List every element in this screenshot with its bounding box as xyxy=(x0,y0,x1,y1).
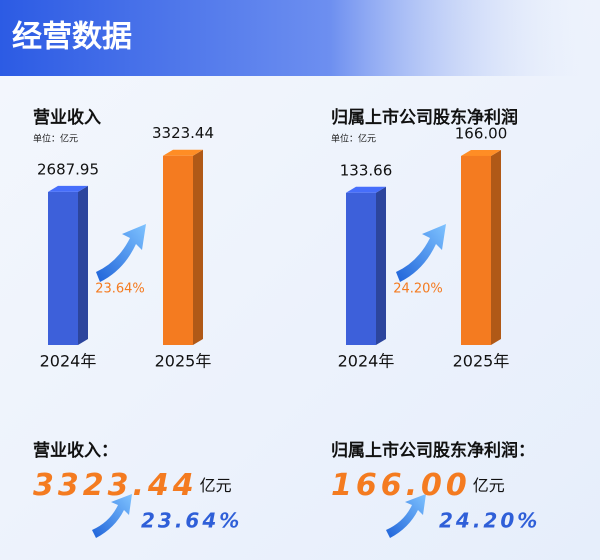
summary-growth: 24.20% xyxy=(439,509,540,533)
bar-side xyxy=(78,185,88,345)
bar xyxy=(163,155,193,345)
growth-arrow xyxy=(396,224,446,282)
growth-label: 24.20% xyxy=(393,282,443,297)
summary-number: 166.00 xyxy=(331,468,471,503)
summary-label: 营业收入： xyxy=(33,440,118,461)
x-tick-label: 2025年 xyxy=(155,352,212,371)
bar-top xyxy=(346,186,386,193)
growth-label: 23.64% xyxy=(95,282,145,297)
bar-top xyxy=(163,149,203,156)
summary-unit: 亿元 xyxy=(473,476,505,495)
bar-top xyxy=(48,185,88,192)
x-tick-label: 2024年 xyxy=(338,352,395,371)
page-title: 经营数据 xyxy=(12,20,132,55)
value-label: 133.66 xyxy=(340,161,393,179)
growth-arrow xyxy=(92,494,132,538)
bar xyxy=(461,155,491,345)
chart-title: 营业收入 xyxy=(33,107,101,128)
summary-unit: 亿元 xyxy=(200,476,232,495)
bar-side xyxy=(491,149,501,345)
header-band xyxy=(0,0,600,76)
unit-label: 单位：亿元 xyxy=(331,133,376,145)
bar-top xyxy=(461,149,501,156)
arrows xyxy=(92,224,446,538)
chart-title: 归属上市公司股东净利润 xyxy=(331,107,518,128)
value-label: 3323.44 xyxy=(152,124,214,142)
bar xyxy=(346,192,376,345)
value-label: 2687.95 xyxy=(37,160,99,178)
summary-value: 3323.44 亿元 xyxy=(33,468,232,503)
bar xyxy=(48,191,78,345)
summary-number: 3323.44 xyxy=(33,468,198,503)
summary-label: 归属上市公司股东净利润： xyxy=(331,440,535,461)
summary-value: 166.00 亿元 xyxy=(331,468,505,503)
bar-side xyxy=(376,186,386,345)
value-label: 166.00 xyxy=(455,124,508,142)
summary-growth: 23.64% xyxy=(141,509,242,533)
unit-label: 单位：亿元 xyxy=(33,133,78,145)
bar-side xyxy=(193,149,203,345)
x-tick-label: 2024年 xyxy=(40,352,97,371)
growth-arrow xyxy=(386,494,426,538)
growth-arrow xyxy=(96,224,146,282)
x-tick-label: 2025年 xyxy=(453,352,510,371)
